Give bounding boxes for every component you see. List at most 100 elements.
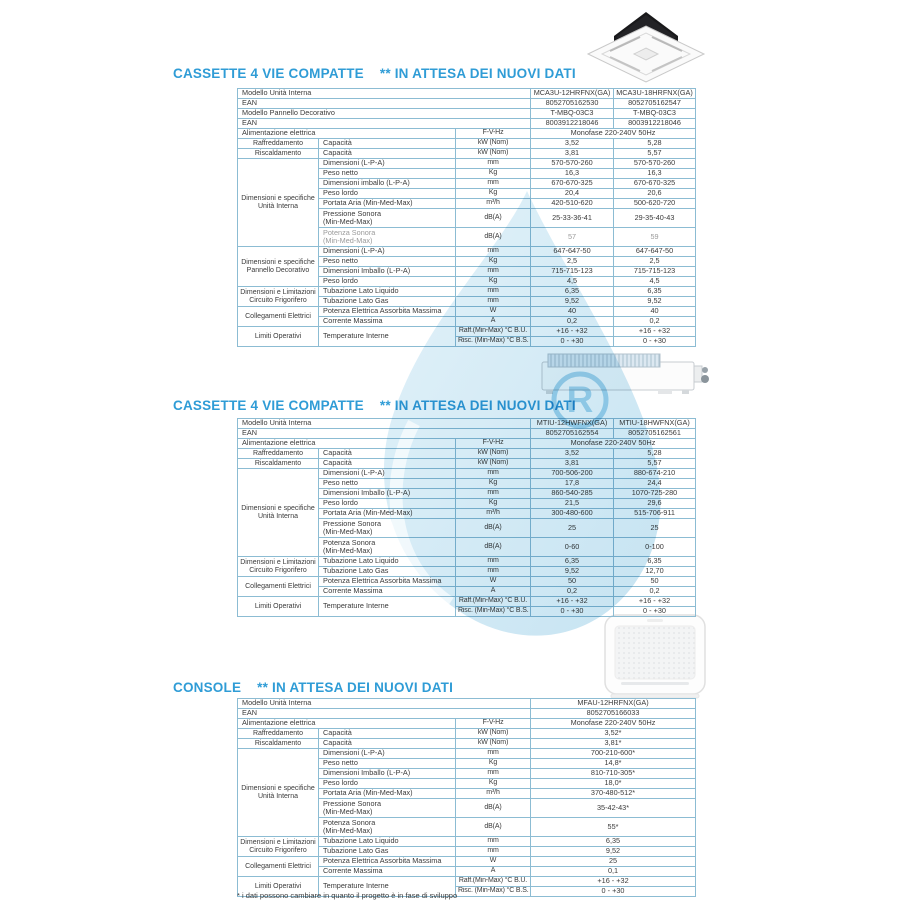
param-cell: Capacità	[318, 448, 456, 459]
table-row: Raffreddamento Capacità kW (Nom) 3,52 5,28	[237, 138, 697, 149]
value-cell: 3,81	[530, 458, 615, 469]
table-row: Collegamenti Elettrici Potenza Elettrica …	[237, 856, 697, 877]
param-cell: Dimensioni Imballo (L-P-A)	[318, 266, 456, 277]
param-cell: Corrente Massima	[318, 316, 456, 327]
cassette-unit-image	[586, 12, 706, 83]
group-label-cell: Dimensioni e Limitazioni Circuito Frigor…	[237, 286, 319, 307]
table-row: Modello Unità Interna MCA3U-12HRFNX(GA) MC…	[236, 88, 697, 99]
value-cell: 17,8	[530, 478, 615, 489]
power-label-cell: Alimentazione elettrica	[237, 718, 456, 729]
group-label-cell: Dimensioni e specifiche Unità Interna	[237, 748, 319, 837]
table-row: Riscaldamento Capacità kW (Nom) 3,81 5,57	[237, 148, 697, 159]
param-cell: Capacità	[318, 738, 456, 749]
unit-cell: Kg	[454, 188, 532, 199]
table-row: Dimensioni e Limitazioni Circuito Frigor…	[237, 836, 697, 857]
unit-cell: mm	[454, 846, 532, 857]
value-cell: 700-210-600*	[530, 748, 697, 759]
value-cell: 420-510-620	[530, 198, 615, 209]
section-title-ducted: CASSETTE 4 VIE COMPATTE ** IN ATTESA DEI …	[173, 398, 576, 413]
group-label-cell: Collegamenti Elettrici	[237, 576, 319, 597]
unit-cell: kW (Nom)	[454, 148, 532, 159]
value-cell: 5,28	[613, 138, 697, 149]
param-cell: Tubazione Lato Liquido	[318, 836, 456, 847]
table-cell-line: Potenza Sonora	[323, 537, 376, 547]
value-cell: 55*	[530, 817, 697, 837]
section-title-text: CASSETTE 4 VIE COMPATTE	[173, 398, 364, 413]
table-row: Dimensioni e specifiche Unità Interna Dim…	[237, 748, 697, 837]
table-row: Alimentazione elettrica F-V-Hz Monofase 22…	[237, 438, 697, 449]
param-cell: Peso lordo	[318, 778, 456, 789]
value-cell: 570-570-260	[613, 158, 697, 169]
header-value-cell: 8052705162554	[530, 428, 615, 439]
value-cell: 3,52	[530, 448, 615, 459]
value-cell: 5,57	[613, 148, 697, 159]
value-cell: 4,5	[613, 276, 697, 287]
value-cell: 6,35	[530, 836, 697, 847]
unit-cell: m³/h	[454, 788, 532, 799]
value-cell: 3,81	[530, 148, 615, 159]
value-cell: 0 - +30	[613, 606, 697, 617]
value-cell: +16 - +32	[530, 326, 615, 337]
header-label-cell: EAN	[236, 118, 532, 129]
param-cell: Peso netto	[318, 168, 456, 179]
group-label-cell: Raffreddamento	[237, 728, 319, 739]
unit-cell: mm	[454, 178, 532, 189]
unit-cell: A	[454, 866, 532, 877]
value-cell: 35-42-43*	[530, 798, 697, 818]
param-cell: Dimensioni imballo (L-P-A)	[318, 178, 456, 189]
unit-cell: mm	[454, 296, 532, 307]
ducted-unit-image	[541, 353, 709, 394]
value-cell: 3,52	[530, 138, 615, 149]
group-label-cell: Riscaldamento	[237, 148, 319, 159]
value-cell: 50	[613, 576, 697, 587]
unit-cell: W	[454, 856, 532, 867]
value-cell: 860-540-285	[530, 488, 615, 499]
value-cell: 20,4	[530, 188, 615, 199]
header-value-cell: 8003912218046	[530, 118, 615, 129]
value-cell: 40	[613, 306, 697, 317]
value-cell: 6,35	[613, 286, 697, 297]
unit-cell: kW (Nom)	[454, 138, 532, 149]
value-cell: 25	[530, 856, 697, 867]
param-cell: Temperature Interne	[318, 876, 456, 897]
header-value-cell: 8003912218046	[613, 118, 697, 129]
table-row: Collegamenti Elettrici Potenza Elettrica …	[237, 576, 697, 597]
param-cell: Dimensioni Imballo (L-P-A)	[318, 768, 456, 779]
unit-cell: mm	[454, 556, 532, 567]
unit-cell: dB(A)	[454, 518, 532, 538]
param-cell: Potenza Sonora (Min-Med-Max)	[318, 537, 456, 557]
unit-cell: Kg	[454, 758, 532, 769]
unit-cell: A	[454, 316, 532, 327]
value-cell: 370-480-512*	[530, 788, 697, 799]
unit-cell: Risc. (Min-Max) °C B.S.	[454, 886, 532, 897]
value-cell: 25	[613, 518, 697, 538]
unit-cell: Risc. (Min-Max) °C B.S.	[454, 336, 532, 347]
header-value-cell: MFAU-12HRFNX(GA)	[530, 698, 697, 709]
value-cell: 9,52	[530, 296, 615, 307]
power-unit-cell: F-V-Hz	[454, 128, 532, 139]
unit-cell: mm	[454, 748, 532, 759]
value-cell: 0,2	[530, 316, 615, 327]
value-cell: 29-35-40-43	[613, 208, 697, 228]
table-row: Dimensioni e specifiche Unità Interna Dim…	[237, 468, 697, 557]
value-cell: 21,5	[530, 498, 615, 509]
table-cell-line: Pressione Sonora	[323, 518, 382, 528]
power-unit-cell: F-V-Hz	[454, 718, 532, 729]
unit-cell: dB(A)	[454, 798, 532, 818]
value-cell: 700-506-200	[530, 468, 615, 479]
unit-cell: dB(A)	[454, 817, 532, 837]
group-label-cell: Dimensioni e specifiche Unità Interna	[237, 158, 319, 247]
param-cell: Peso netto	[318, 478, 456, 489]
param-cell: Capacità	[318, 728, 456, 739]
param-cell: Dimensioni Imballo (L-P-A)	[318, 488, 456, 499]
unit-cell: mm	[454, 286, 532, 297]
value-cell: 9,52	[530, 566, 615, 577]
group-label-cell: Riscaldamento	[237, 738, 319, 749]
param-cell: Peso lordo	[318, 276, 456, 287]
value-cell: 810-710-305*	[530, 768, 697, 779]
unit-cell: dB(A)	[454, 537, 532, 557]
power-value-cell: Monofase 220-240V 50Hz	[530, 718, 697, 729]
power-value-cell: Monofase 220-240V 50Hz	[530, 438, 697, 449]
value-cell: 300-480-600	[530, 508, 615, 519]
unit-cell: mm	[454, 566, 532, 577]
